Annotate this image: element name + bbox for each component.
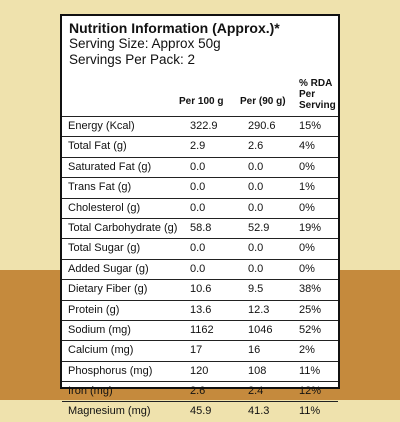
value-per-100g: 0.0 [190,160,206,173]
value-rda: 2% [299,344,315,357]
value-rda: 4% [299,140,315,153]
table-row: Trans Fat (g) 0.0 0.0 1% [62,178,338,199]
value-per-90g: 16 [248,344,261,357]
nutrient-name: Protein (g) [68,303,120,316]
value-per-100g: 17 [190,344,203,357]
value-per-100g: 0.0 [190,262,206,275]
nutrient-name: Energy (Kcal) [68,120,135,132]
panel-title: Nutrition Information (Approx.)* [69,20,280,36]
servings-per-pack: Servings Per Pack: 2 [69,52,196,67]
table-row: Total Fat (g) 2.9 2.6 4% [62,137,338,158]
value-per-100g: 45.9 [190,405,212,418]
nutrient-name: Trans Fat (g) [68,181,132,194]
value-per-90g: 9.5 [248,283,264,296]
value-rda: 11% [299,405,321,418]
nutrient-name: Added Sugar (g) [68,262,149,275]
value-per-100g: 0.0 [190,242,206,255]
value-rda: 25% [299,303,322,316]
value-rda: 38% [299,283,322,296]
value-per-90g: 52.9 [248,221,270,234]
value-rda: 0% [299,262,315,275]
table-row: Added Sugar (g) 0.0 0.0 0% [62,260,338,281]
nutrient-name: Magnesium (mg) [68,405,151,418]
value-rda: 12% [299,385,322,398]
value-per-100g: 0.0 [190,181,206,194]
value-per-100g: 2.6 [190,385,206,398]
value-per-90g: 2.4 [248,385,264,398]
value-per-100g: 58.8 [190,221,212,234]
value-rda: 19% [299,221,322,234]
value-per-100g: 120 [190,364,209,377]
serving-size: Serving Size: Approx 50g [69,36,221,51]
value-rda: 11% [299,364,321,377]
value-per-100g: 0.0 [190,201,206,214]
table-row: Iron (mg) 2.6 2.4 12% [62,382,338,403]
table-row: Protein (g) 13.6 12.3 25% [62,301,338,321]
value-per-90g: 0.0 [248,201,264,214]
panel-header: Nutrition Information (Approx.)* Serving… [62,16,338,68]
column-per-90g: Per (90 g) [240,96,286,107]
value-per-90g: 290.6 [248,120,276,132]
value-per-100g: 13.6 [190,303,212,316]
nutrient-name: Cholesterol (g) [68,201,141,214]
value-rda: 15% [299,120,322,132]
value-per-100g: 10.6 [190,283,212,296]
nutrient-name: Saturated Fat (g) [68,160,152,173]
nutrient-name: Total Carbohydrate (g) [68,221,178,234]
nutrient-name: Total Sugar (g) [68,242,141,255]
value-per-90g: 0.0 [248,181,264,194]
nutrient-name: Phosphorus (mg) [68,364,153,377]
nutrient-name: Total Fat (g) [68,140,127,153]
value-rda: 0% [299,201,315,214]
table-row: Total Carbohydrate (g) 58.8 52.9 19% [62,219,338,240]
value-per-90g: 0.0 [248,160,264,173]
table-row: Cholesterol (g) 0.0 0.0 0% [62,199,338,219]
value-per-100g: 1162 [190,323,214,336]
value-per-90g: 0.0 [248,242,264,255]
value-rda: 0% [299,242,315,255]
value-per-90g: 2.6 [248,140,264,153]
nutrient-name: Calcium (mg) [68,344,134,357]
value-per-90g: 1046 [248,323,273,336]
column-rda: % RDA Per Serving [299,78,336,111]
value-per-100g: 322.9 [190,120,218,132]
value-rda: 52% [299,323,322,336]
value-per-90g: 12.3 [248,303,270,316]
table-row: Saturated Fat (g) 0.0 0.0 0% [62,158,338,179]
value-per-90g: 108 [248,364,267,377]
table-row: Dietary Fiber (g) 10.6 9.5 38% [62,280,338,301]
nutrition-panel: Nutrition Information (Approx.)* Serving… [60,14,340,417]
table-row: Energy (Kcal) 322.9 290.6 15% [62,117,338,138]
value-per-100g: 2.9 [190,140,206,153]
table-row: Magnesium (mg) 45.9 41.3 11% [62,402,338,421]
value-rda: 1% [299,181,315,194]
column-headers: Per 100 g Per (90 g) % RDA Per Serving [62,78,338,114]
nutrient-name: Sodium (mg) [68,323,131,336]
nutrient-name: Dietary Fiber (g) [68,283,148,296]
table-row: Total Sugar (g) 0.0 0.0 0% [62,239,338,260]
value-rda: 0% [299,160,315,173]
column-per-100g: Per 100 g [179,96,224,107]
value-per-90g: 41.3 [248,405,270,418]
value-per-90g: 0.0 [248,262,264,275]
nutrient-name: Iron (mg) [68,385,113,398]
table-row: Sodium (mg) 1162 1046 52% [62,321,338,342]
nutrient-table: Energy (Kcal) 322.9 290.6 15% Total Fat (g) 2… [62,116,338,422]
table-row: Calcium (mg) 17 16 2% [62,341,338,362]
table-row: Phosphorus (mg) 120 108 11% [62,362,338,383]
